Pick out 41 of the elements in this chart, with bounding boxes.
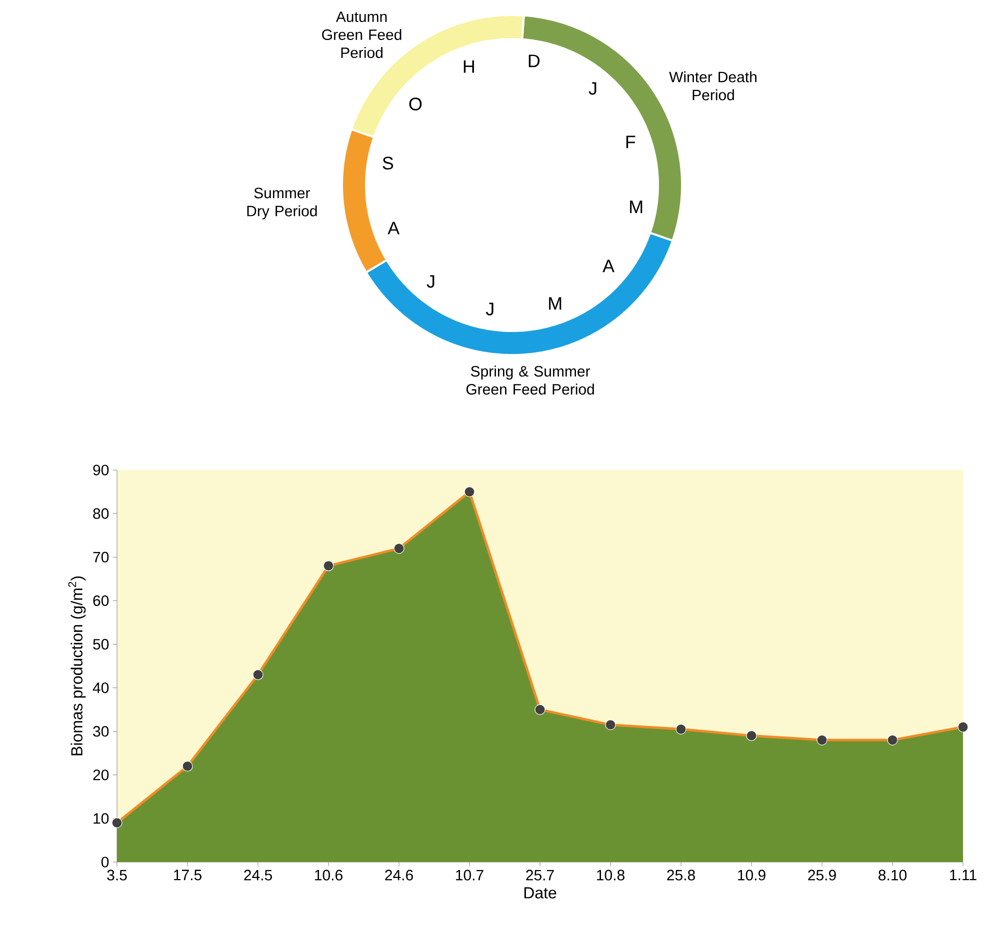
- x-tick-label: 25.7: [526, 870, 554, 880]
- text: O: [409, 98, 422, 110]
- x-tick-label: 25.8: [667, 870, 695, 880]
- y-tick-label: 70: [93, 552, 109, 562]
- x-tick-label: 10.8: [597, 870, 624, 880]
- text: H: [464, 60, 474, 73]
- text: M: [630, 200, 642, 214]
- x-tick-label: 3.5: [107, 870, 127, 880]
- text: J: [486, 302, 494, 316]
- y-tick-label: 10: [94, 813, 109, 824]
- text: M: [549, 297, 562, 310]
- text: J: [588, 82, 596, 95]
- y-tick-label: 40: [92, 682, 109, 694]
- y-tick-label: 80: [93, 508, 109, 519]
- x-tick-label: 10.6: [315, 870, 342, 880]
- x-tick-label: 24.5: [244, 870, 272, 880]
- x-tick-label: 24.6: [385, 870, 413, 880]
- y-tick-label: 0: [101, 856, 109, 868]
- x-tick-label: 17.5: [174, 870, 202, 880]
- text: J: [426, 275, 434, 288]
- y-tick-label: 20: [93, 770, 109, 780]
- text: A: [602, 260, 614, 272]
- x-axis-title: Date: [524, 887, 556, 898]
- x-tick-label: 10.9: [738, 870, 766, 880]
- text: S: [382, 156, 394, 170]
- x-tick-label: 10.7: [456, 870, 484, 880]
- y-axis-title: Biomas production (g/m$^{2}$): [68, 576, 86, 756]
- x-tick-label: 1.11: [950, 870, 976, 880]
- slice-label: Winter Death Period: [669, 71, 756, 100]
- slice-label: Spring & Summer Green Feed Period: [466, 366, 594, 395]
- y-tick-label: 60: [93, 595, 109, 606]
- slice-label: Summer Dry Period: [247, 188, 317, 220]
- x-tick-label: 8.10: [878, 870, 907, 880]
- text: F: [626, 136, 636, 148]
- y-tick-label: 30: [93, 726, 109, 737]
- y-tick-label: 50: [93, 638, 109, 650]
- text: D: [528, 54, 540, 68]
- text: A: [388, 222, 400, 234]
- slice-label: Autumn Green Feed Period: [322, 12, 402, 58]
- y-tick-label: 90: [93, 464, 109, 476]
- x-tick-label: 25.9: [808, 870, 836, 880]
